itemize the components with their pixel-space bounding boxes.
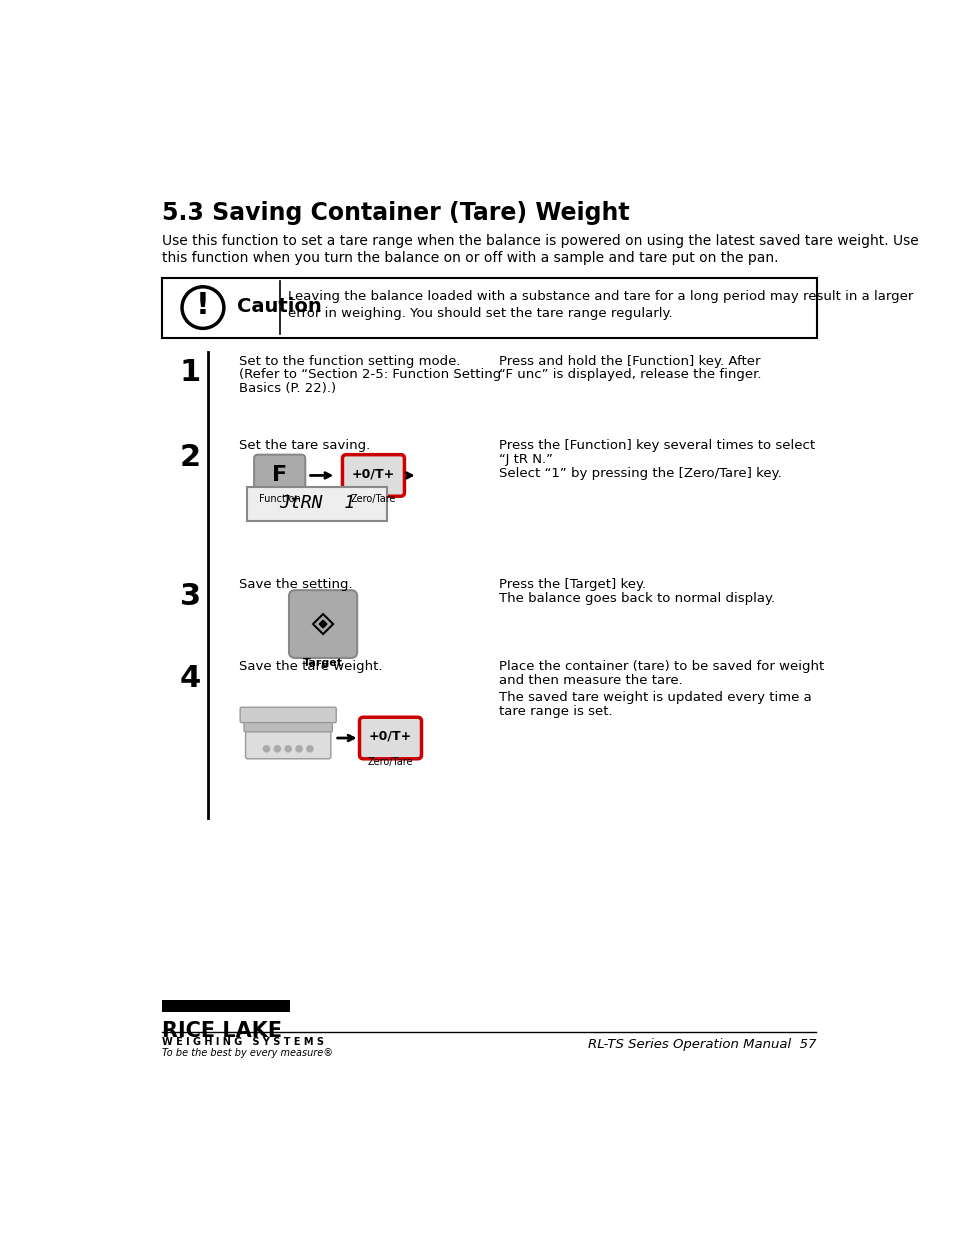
Text: error in weighing. You should set the tare range regularly.: error in weighing. You should set the ta… <box>288 306 672 320</box>
FancyBboxPatch shape <box>245 726 331 758</box>
FancyBboxPatch shape <box>289 590 356 658</box>
Text: Press and hold the [Function] key. After: Press and hold the [Function] key. After <box>498 354 760 368</box>
Circle shape <box>295 746 302 752</box>
Text: F: F <box>272 464 287 484</box>
Circle shape <box>182 287 224 329</box>
FancyBboxPatch shape <box>244 721 332 732</box>
Text: The saved tare weight is updated every time a: The saved tare weight is updated every t… <box>498 692 811 704</box>
Circle shape <box>285 746 291 752</box>
Text: The balance goes back to normal display.: The balance goes back to normal display. <box>498 592 774 605</box>
FancyBboxPatch shape <box>359 718 421 758</box>
Text: RL-TS Series Operation Manual  57: RL-TS Series Operation Manual 57 <box>587 1037 815 1051</box>
Text: Select “1” by pressing the [Zero/Tare] key.: Select “1” by pressing the [Zero/Tare] k… <box>498 467 781 480</box>
Text: “F unc” is displayed, release the finger.: “F unc” is displayed, release the finger… <box>498 368 760 382</box>
Text: Basics (P. 22).): Basics (P. 22).) <box>239 383 336 395</box>
Text: Place the container (tare) to be saved for weight: Place the container (tare) to be saved f… <box>498 661 823 673</box>
Text: Caution: Caution <box>236 296 321 316</box>
Text: 1: 1 <box>180 358 201 388</box>
Text: and then measure the tare.: and then measure the tare. <box>498 674 682 687</box>
Text: Set to the function setting mode.: Set to the function setting mode. <box>239 354 460 368</box>
Circle shape <box>274 746 280 752</box>
FancyBboxPatch shape <box>247 487 386 521</box>
Text: W E I G H I N G   S Y S T E M S: W E I G H I N G S Y S T E M S <box>162 1036 323 1047</box>
Polygon shape <box>319 620 327 627</box>
Text: this function when you turn the balance on or off with a sample and tare put on : this function when you turn the balance … <box>162 251 778 264</box>
FancyBboxPatch shape <box>253 454 305 496</box>
Text: tare range is set.: tare range is set. <box>498 705 612 718</box>
Text: “J tR N.”: “J tR N.” <box>498 453 553 466</box>
Text: JtRN  1: JtRN 1 <box>278 494 355 513</box>
Ellipse shape <box>246 725 330 739</box>
Circle shape <box>307 746 313 752</box>
Text: Zero/Tare: Zero/Tare <box>367 757 413 767</box>
Text: Save the tare weight.: Save the tare weight. <box>239 661 382 673</box>
Text: 5.3 Saving Container (Tare) Weight: 5.3 Saving Container (Tare) Weight <box>162 200 629 225</box>
Text: Function: Function <box>258 494 300 504</box>
Text: +0/T+: +0/T+ <box>352 467 395 480</box>
Text: Target: Target <box>303 657 343 668</box>
Text: Set the tare saving.: Set the tare saving. <box>239 440 370 452</box>
Circle shape <box>263 746 270 752</box>
Text: 4: 4 <box>180 664 201 693</box>
Text: Save the setting.: Save the setting. <box>239 578 353 590</box>
Text: (Refer to “Section 2-5: Function Setting: (Refer to “Section 2-5: Function Setting <box>239 368 501 382</box>
Text: Press the [Target] key.: Press the [Target] key. <box>498 578 645 590</box>
Text: Use this function to set a tare range when the balance is powered on using the l: Use this function to set a tare range wh… <box>162 235 918 248</box>
Text: Leaving the balance loaded with a substance and tare for a long period may resul: Leaving the balance loaded with a substa… <box>288 290 913 303</box>
Text: 2: 2 <box>180 443 201 472</box>
FancyBboxPatch shape <box>162 278 816 337</box>
Text: 3: 3 <box>180 582 201 611</box>
Text: +0/T+: +0/T+ <box>369 730 412 743</box>
FancyBboxPatch shape <box>342 454 404 496</box>
Text: !: ! <box>195 290 210 320</box>
Text: Zero/Tare: Zero/Tare <box>351 494 395 504</box>
Text: RICE LAKE: RICE LAKE <box>162 1020 282 1041</box>
Text: To be the best by every measure®: To be the best by every measure® <box>162 1047 333 1057</box>
FancyBboxPatch shape <box>240 708 335 722</box>
FancyBboxPatch shape <box>162 1000 290 1013</box>
Text: Press the [Function] key several times to select: Press the [Function] key several times t… <box>498 440 814 452</box>
